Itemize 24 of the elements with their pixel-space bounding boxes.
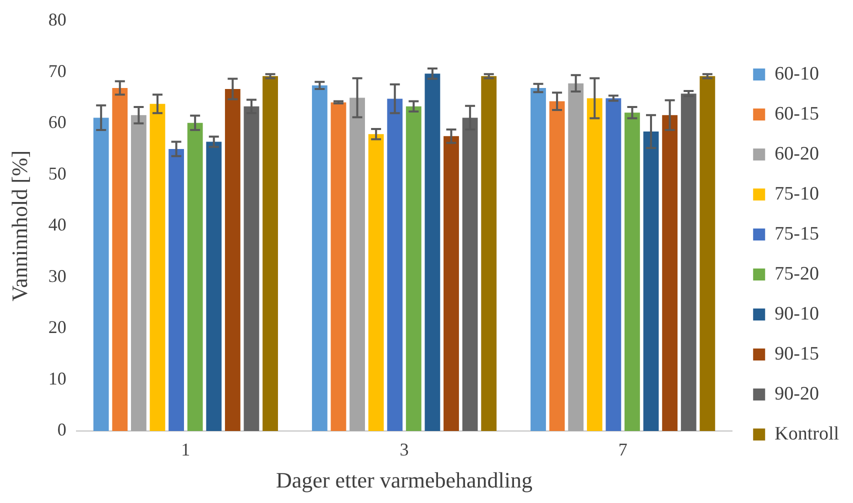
legend-label: Kontroll [774, 423, 840, 444]
y-tick-label: 50 [48, 163, 66, 184]
y-tick-label: 80 [48, 10, 66, 30]
y-tick-label: 20 [48, 317, 66, 338]
x-tick-label: 7 [618, 440, 628, 460]
legend-label: 60-15 [774, 103, 819, 124]
y-tick-label: 40 [48, 214, 66, 235]
y-tick-label: 30 [48, 266, 66, 286]
legend-label: 60-10 [774, 63, 819, 84]
legend-label: 75-10 [774, 183, 819, 204]
y-tick-label: 10 [48, 368, 66, 388]
x-axis-title: Dager etter varmebehandling [276, 468, 533, 493]
legend-label: 75-20 [774, 263, 819, 284]
legend-label: 60-20 [774, 143, 819, 164]
y-axis-title: Vanninnhold [%] [6, 150, 32, 302]
legend-label: 90-20 [774, 383, 819, 404]
legend-label: 90-10 [774, 303, 819, 324]
y-tick-label: 0 [57, 420, 66, 440]
x-tick-label: 1 [181, 440, 190, 460]
legend-label: 75-15 [774, 223, 819, 244]
y-tick-label: 70 [48, 60, 66, 81]
legend-label: 90-15 [774, 343, 819, 364]
x-tick-label: 3 [400, 440, 409, 460]
y-tick-label: 60 [48, 112, 66, 132]
